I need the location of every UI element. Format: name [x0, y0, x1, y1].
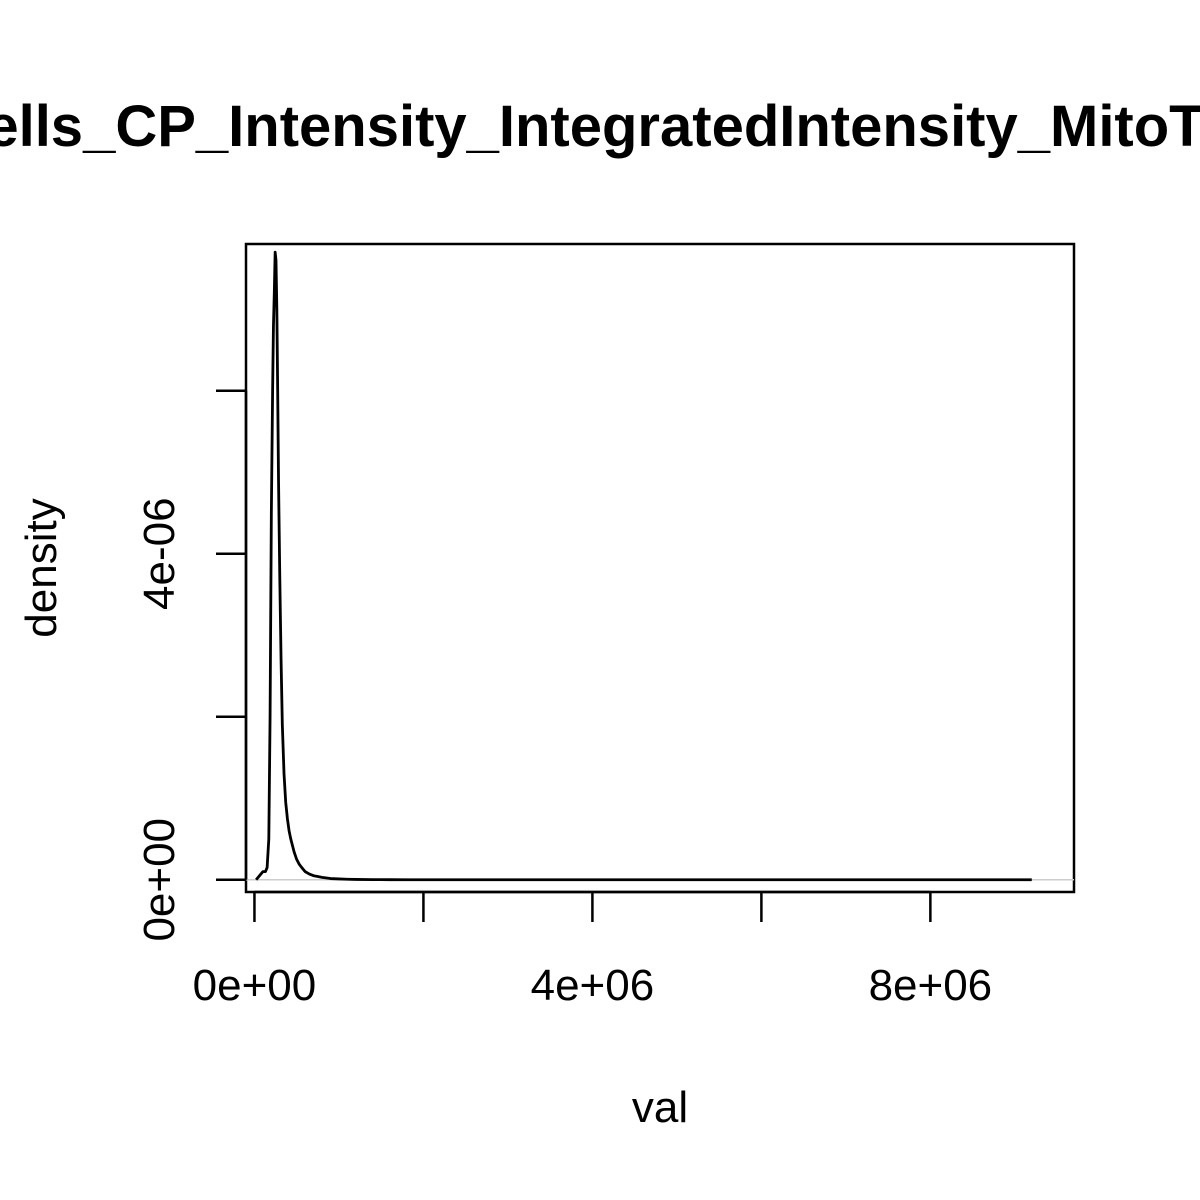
density-curve — [255, 250, 1032, 882]
x-tick-label: 0e+00 — [193, 961, 317, 1010]
y-tick-label: 0e+00 — [135, 818, 184, 942]
x-tick-label: 8e+06 — [869, 961, 993, 1010]
y-axis: 0e+00 4e-06 — [135, 389, 248, 942]
x-axis-label: val — [632, 1083, 688, 1132]
y-axis-label: density — [17, 498, 66, 637]
chart-title: Cells_CP_Intensity_IntegratedIntensity_M… — [0, 94, 1200, 159]
y-tick-label: 4e-06 — [135, 497, 184, 610]
plot-frame — [244, 242, 1076, 894]
x-tick-label: 4e+06 — [531, 961, 655, 1010]
x-axis: 0e+00 4e+06 8e+06 — [193, 890, 993, 1010]
